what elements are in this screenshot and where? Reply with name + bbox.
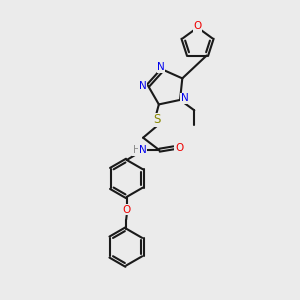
Text: O: O: [175, 143, 183, 153]
Text: O: O: [123, 205, 131, 214]
Text: H: H: [133, 145, 140, 155]
Text: O: O: [194, 21, 202, 31]
Text: N: N: [139, 81, 146, 91]
Text: S: S: [153, 113, 160, 126]
Text: N: N: [181, 93, 188, 103]
Text: N: N: [157, 62, 165, 72]
Text: N: N: [139, 145, 146, 154]
